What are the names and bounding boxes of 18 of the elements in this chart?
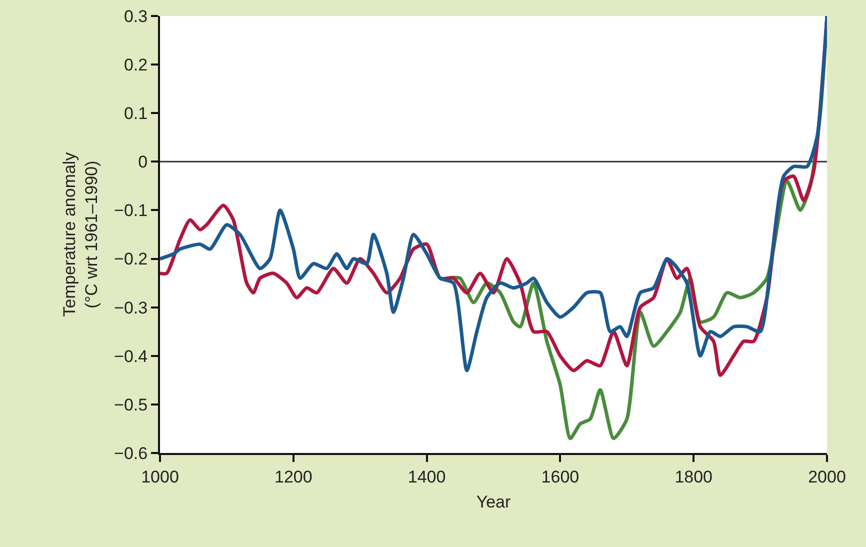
y-tick-label: −0.1 — [114, 201, 148, 220]
y-tick-label: 0.1 — [124, 104, 148, 124]
x-axis-title: Year — [476, 492, 512, 512]
y-tick-label: 0.2 — [124, 56, 148, 75]
x-tick-label: 1800 — [674, 467, 713, 486]
x-tick-label: 1200 — [274, 467, 312, 486]
y-axis-title: Temperature anomaly (°C wrt 1961–1990) — [60, 152, 102, 317]
x-tick-label: 1400 — [408, 467, 446, 486]
x-tick-label: 1000 — [141, 467, 179, 486]
y-tick-label: −0.6 — [114, 444, 148, 463]
y-tick-label: −0.2 — [114, 250, 148, 269]
y-tick-label: −0.5 — [114, 395, 148, 414]
y-tick-label: −0.3 — [114, 298, 148, 318]
x-tick-label: 1600 — [541, 467, 580, 486]
x-tick-label: 2000 — [808, 467, 846, 486]
y-tick-label: −0.4 — [114, 346, 148, 366]
y-tick-label: 0.3 — [124, 6, 148, 26]
y-tick-label: 0 — [138, 152, 148, 172]
